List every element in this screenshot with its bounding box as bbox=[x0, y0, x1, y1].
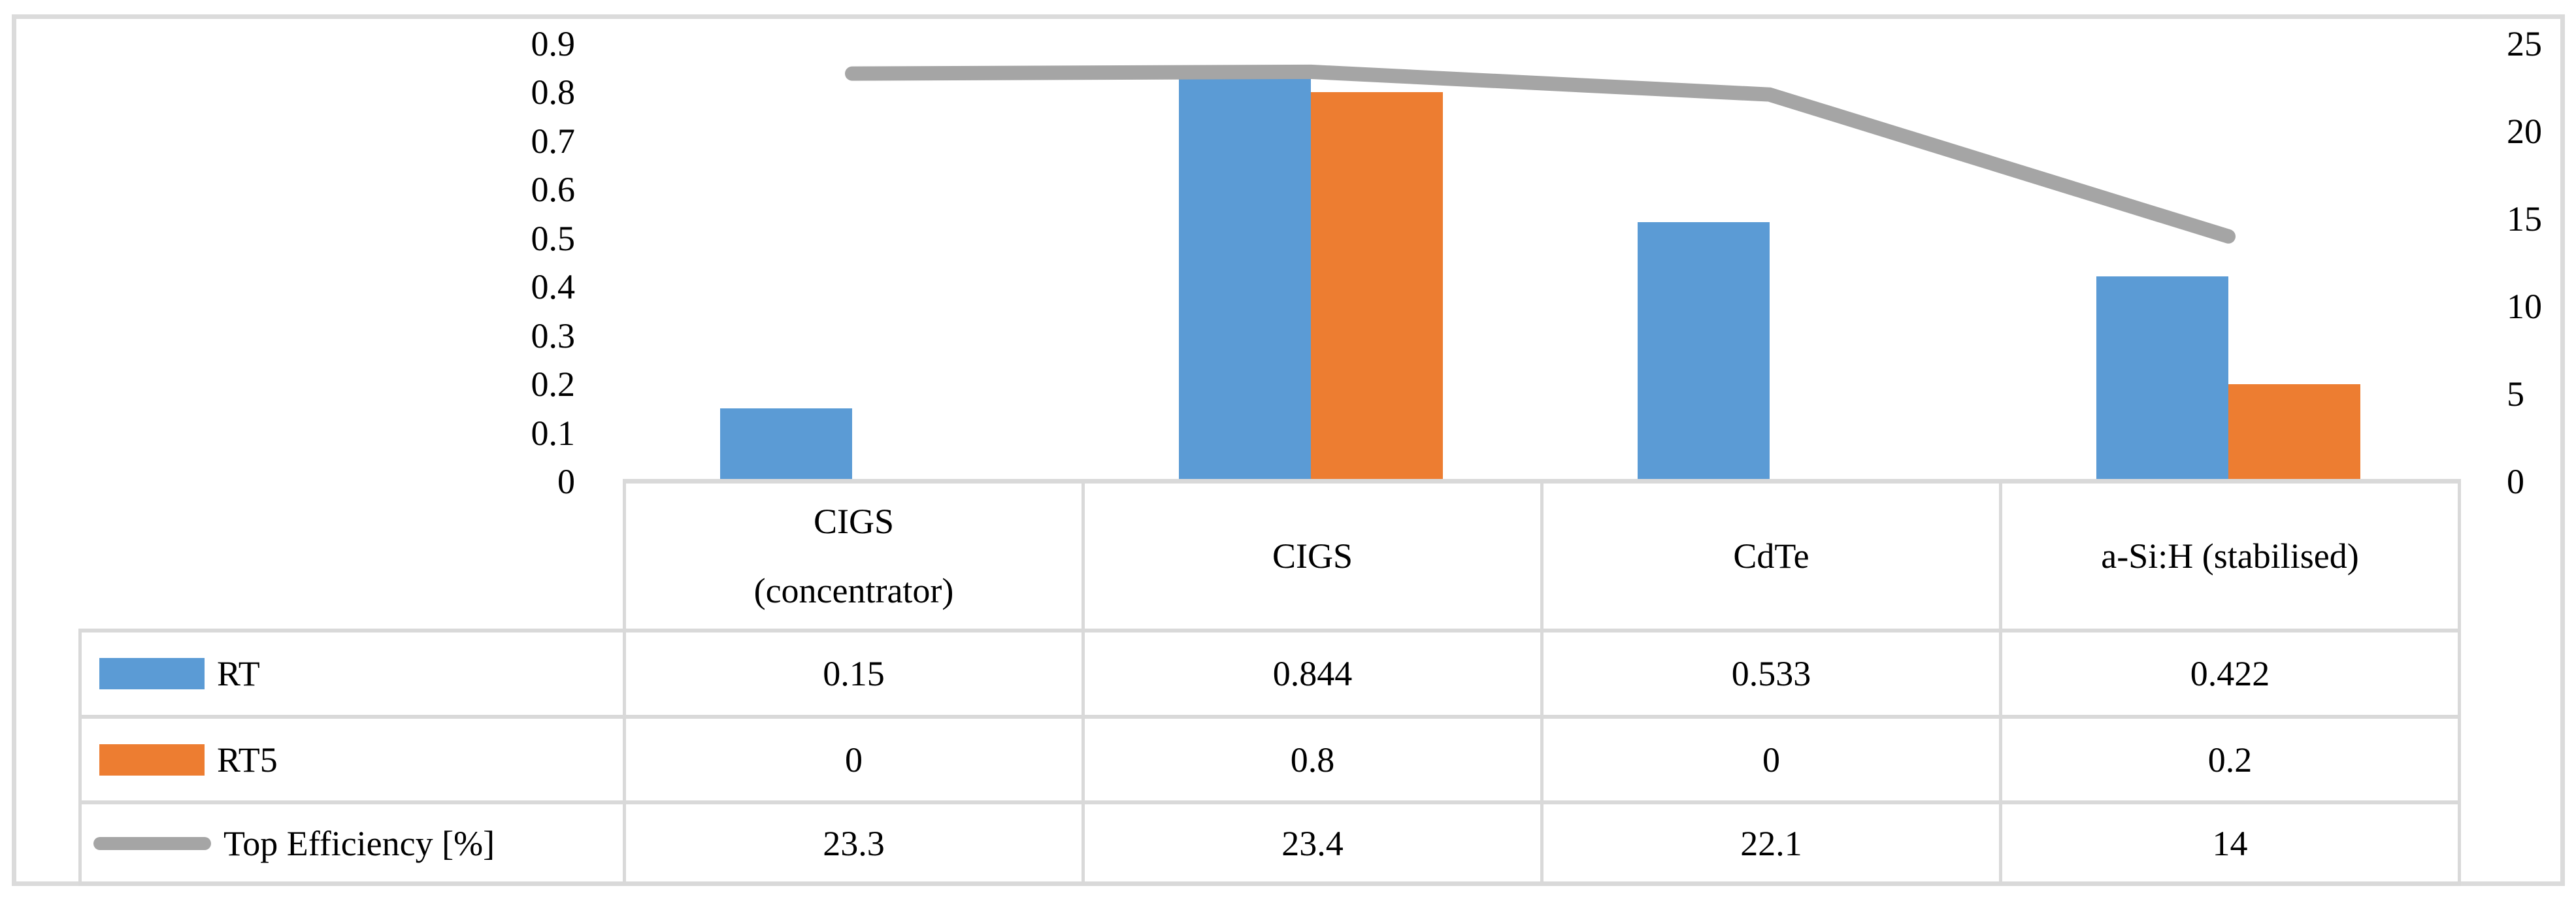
left-axis-tick-label: 0.7 bbox=[531, 121, 576, 161]
left-axis-tick-label: 0.6 bbox=[531, 170, 576, 210]
legend-cell-top efficiency [%]: Top Efficiency [%] bbox=[82, 804, 623, 882]
value-cell-top efficiency [%]-3: 14 bbox=[2212, 823, 2248, 863]
table-left-border bbox=[78, 629, 82, 886]
bar-rt5-3 bbox=[2228, 384, 2360, 482]
right-axis-tick-label: 5 bbox=[2507, 374, 2524, 414]
top-efficiency-line bbox=[845, 64, 2236, 244]
legend-label-rt5: RT5 bbox=[217, 740, 278, 780]
right-axis-tick-label: 20 bbox=[2507, 112, 2542, 151]
value-cell-top efficiency [%]-1: 23.4 bbox=[1281, 823, 1344, 863]
bar-rt-2 bbox=[1638, 222, 1770, 482]
table-column-border bbox=[1540, 479, 1544, 886]
right-axis-tick-label: 0 bbox=[2507, 462, 2524, 501]
table-column-border bbox=[1999, 479, 2002, 886]
left-axis-tick-label: 0.3 bbox=[531, 316, 576, 355]
category-header-line: CIGS bbox=[813, 502, 895, 541]
left-axis-tick-label: 0 bbox=[557, 462, 575, 501]
bar-rt-3 bbox=[2096, 276, 2228, 482]
left-axis-tick-label: 0.8 bbox=[531, 73, 576, 112]
bar-rt5-1 bbox=[1311, 92, 1443, 482]
left-axis-tick-label: 0.9 bbox=[531, 24, 576, 63]
table-row-border bbox=[78, 882, 2461, 886]
legend-cell-rt5: RT5 bbox=[82, 719, 623, 800]
value-cell-top efficiency [%]-0: 23.3 bbox=[823, 823, 885, 863]
legend-label-top efficiency [%]: Top Efficiency [%] bbox=[223, 823, 495, 863]
category-header-cell: CIGS bbox=[1085, 484, 1540, 629]
category-header-line: CdTe bbox=[1733, 536, 1809, 576]
bar-rt-1 bbox=[1179, 71, 1311, 482]
left-axis-tick-label: 0.2 bbox=[531, 365, 576, 404]
right-axis-tick-label: 15 bbox=[2507, 199, 2542, 238]
category-header-line: a-Si:H (stabilised) bbox=[2101, 536, 2359, 576]
value-cell-rt-2: 0.533 bbox=[1731, 654, 1811, 693]
value-cell-top efficiency [%]-2: 22.1 bbox=[1740, 823, 1802, 863]
legend-swatch-rt bbox=[99, 658, 205, 689]
legend-swatch-top efficiency [%] bbox=[93, 836, 211, 850]
legend-cell-rt: RT bbox=[82, 632, 623, 715]
table-column-border bbox=[623, 479, 626, 886]
bar-rt-0 bbox=[720, 408, 852, 482]
value-cell-rt5-1: 0.8 bbox=[1290, 740, 1335, 780]
value-cell-rt5-3: 0.2 bbox=[2207, 740, 2253, 780]
left-axis-tick-label: 0.1 bbox=[531, 413, 576, 453]
table-row-border bbox=[78, 629, 2461, 632]
value-cell-rt5-0: 0 bbox=[845, 740, 863, 780]
right-axis-tick-label: 10 bbox=[2507, 287, 2542, 326]
left-axis-tick-label: 0.5 bbox=[531, 218, 576, 258]
value-cell-rt-0: 0.15 bbox=[823, 654, 885, 693]
left-axis-tick-label: 0.4 bbox=[531, 267, 576, 307]
value-cell-rt-1: 0.844 bbox=[1272, 654, 1353, 693]
table-column-border bbox=[2458, 479, 2461, 886]
category-header-line: (concentrator) bbox=[753, 571, 954, 610]
category-header-cell: CIGS (concentrator) bbox=[626, 484, 1082, 629]
category-header-line: CIGS bbox=[1272, 536, 1353, 576]
table-column-border bbox=[1082, 479, 1085, 886]
table-row-border bbox=[78, 800, 2461, 804]
category-header-cell: CdTe bbox=[1544, 484, 1999, 629]
legend-label-rt: RT bbox=[217, 654, 260, 693]
legend-swatch-rt5 bbox=[99, 744, 205, 776]
table-row-border bbox=[78, 715, 2461, 719]
category-header-cell: a-Si:H (stabilised) bbox=[2002, 484, 2458, 629]
value-cell-rt5-2: 0 bbox=[1762, 740, 1780, 780]
right-axis-tick-label: 25 bbox=[2507, 24, 2542, 63]
value-cell-rt-3: 0.422 bbox=[2190, 654, 2270, 693]
